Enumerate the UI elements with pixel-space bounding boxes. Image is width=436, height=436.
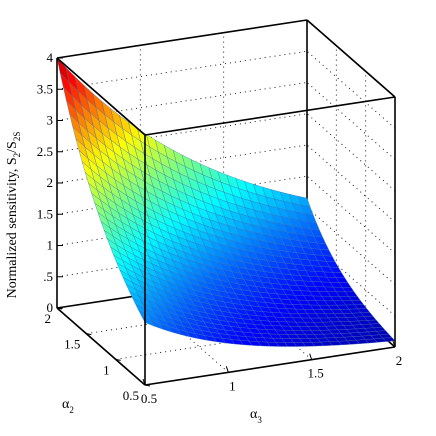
x-tick-mark xyxy=(309,353,313,360)
y-tick-mark xyxy=(144,384,151,387)
z-tick-label: .5 xyxy=(43,269,53,284)
y-tick-label: 1 xyxy=(103,362,110,377)
grid-line xyxy=(56,50,308,90)
grid-line xyxy=(306,82,396,160)
y-tick-label: 2 xyxy=(45,311,52,326)
y-tick-mark xyxy=(115,358,121,361)
z-axis-label: Normalized sensitivity, S2/S2S xyxy=(5,132,22,299)
x-tick-label: 1.5 xyxy=(308,366,324,381)
y-tick-mark xyxy=(86,333,92,336)
x-tick-label: 0.5 xyxy=(141,391,157,406)
y-axis-label: α2 xyxy=(62,397,74,415)
x-tick-mark xyxy=(142,378,146,386)
tick-labels: 0.511.522.533.540.511.520.511.52 xyxy=(37,50,403,406)
z-tick-label: 2.5 xyxy=(37,144,53,159)
z-tick-label: 1.5 xyxy=(37,206,53,221)
grid-line xyxy=(56,82,308,121)
surface-mesh xyxy=(56,57,396,347)
z-tick-label: 3 xyxy=(47,113,54,128)
grid-line xyxy=(56,175,308,215)
box-edge xyxy=(144,346,396,386)
box-edge xyxy=(306,19,396,98)
y-tick-mark xyxy=(56,307,63,310)
box-edge xyxy=(144,96,396,136)
x-axis-label: α3 xyxy=(250,407,262,425)
x-tick-label: 1 xyxy=(229,378,236,393)
y-tick-label: 1.5 xyxy=(64,337,80,352)
x-tick-label: 2 xyxy=(396,353,403,368)
grid-line xyxy=(56,113,308,153)
box-edge xyxy=(56,307,146,386)
x-tick-mark xyxy=(392,340,396,348)
grid-line xyxy=(306,50,396,129)
z-tick-label: 2 xyxy=(47,175,54,190)
x-tick-mark xyxy=(225,366,229,373)
grid-line xyxy=(56,144,308,184)
front-box-lines xyxy=(56,19,396,386)
z-tick-label: 3.5 xyxy=(37,81,53,96)
box-edge xyxy=(56,19,308,59)
axis-labels: Normalized sensitivity, S2/S2S α2 α3 xyxy=(5,132,262,425)
y-tick-label: 0.5 xyxy=(123,388,139,403)
grid-line xyxy=(306,144,396,223)
grid-line xyxy=(306,113,396,192)
z-tick-label: 4 xyxy=(47,50,54,65)
box-edge xyxy=(56,57,146,136)
z-tick-label: 1 xyxy=(47,238,54,253)
z-tick-label: 0 xyxy=(47,300,54,315)
